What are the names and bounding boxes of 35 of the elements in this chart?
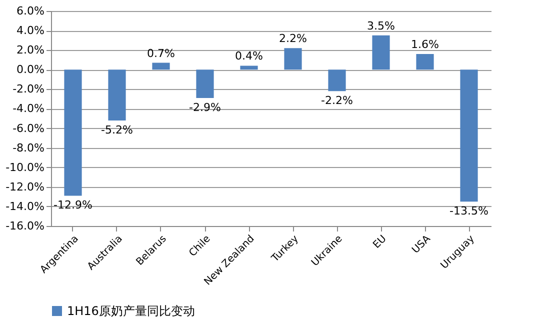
y-tick-label: 2.0% (16, 44, 44, 57)
bar (64, 70, 82, 196)
data-label: 0.4% (235, 50, 263, 63)
y-tick-label: -16.0% (6, 220, 44, 232)
bar (284, 48, 302, 70)
y-tick-label: -14.0% (6, 200, 44, 213)
bar (416, 54, 434, 70)
y-tick-label: -10.0% (6, 160, 44, 174)
data-label: -12.9% (54, 198, 92, 212)
data-label: 3.5% (367, 19, 395, 32)
y-tick-label: -2.0% (12, 82, 44, 96)
y-tick-label: 0.0% (16, 63, 44, 76)
bar (328, 70, 346, 92)
x-tick-label: USA (410, 233, 433, 256)
data-label: -2.2% (321, 94, 353, 108)
bar (108, 70, 126, 120)
bar (240, 66, 258, 70)
y-tick-label: 6.0% (16, 4, 44, 18)
bar (196, 70, 214, 98)
bar (372, 35, 390, 70)
data-label: 1.6% (411, 38, 439, 51)
y-tick-label: 4.0% (16, 24, 44, 38)
y-tick-label: -6.0% (12, 122, 44, 135)
y-tick-label: -8.0% (12, 141, 44, 154)
data-label: -5.2% (101, 123, 133, 136)
y-tick-label: -12.0% (6, 180, 44, 194)
data-label: -13.5% (450, 204, 488, 218)
data-label: 2.2% (279, 32, 307, 46)
data-label: 0.7% (147, 46, 175, 60)
y-tick-label: -4.0% (12, 102, 44, 116)
bar (460, 70, 478, 202)
x-tick-label: EU (371, 234, 389, 251)
legend-label: 1H16原奶产量同比变动 (67, 304, 195, 318)
bar (152, 62, 170, 70)
data-label: -2.9% (189, 100, 221, 114)
